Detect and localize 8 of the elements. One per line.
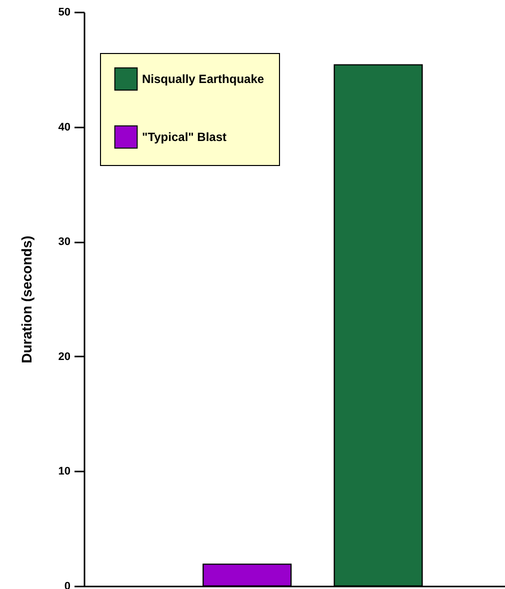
- y-tick-label: 40: [58, 121, 70, 134]
- legend-label: "Typical" Blast: [142, 130, 227, 144]
- y-tick-label: 30: [58, 236, 70, 248]
- y-tick-label: 20: [58, 350, 70, 363]
- y-tick-label: 10: [58, 466, 70, 478]
- y-axis-title: Duration (seconds): [18, 236, 34, 364]
- y-tick-label: 50: [58, 6, 70, 18]
- legend-label: Nisqually Earthquake: [142, 72, 264, 86]
